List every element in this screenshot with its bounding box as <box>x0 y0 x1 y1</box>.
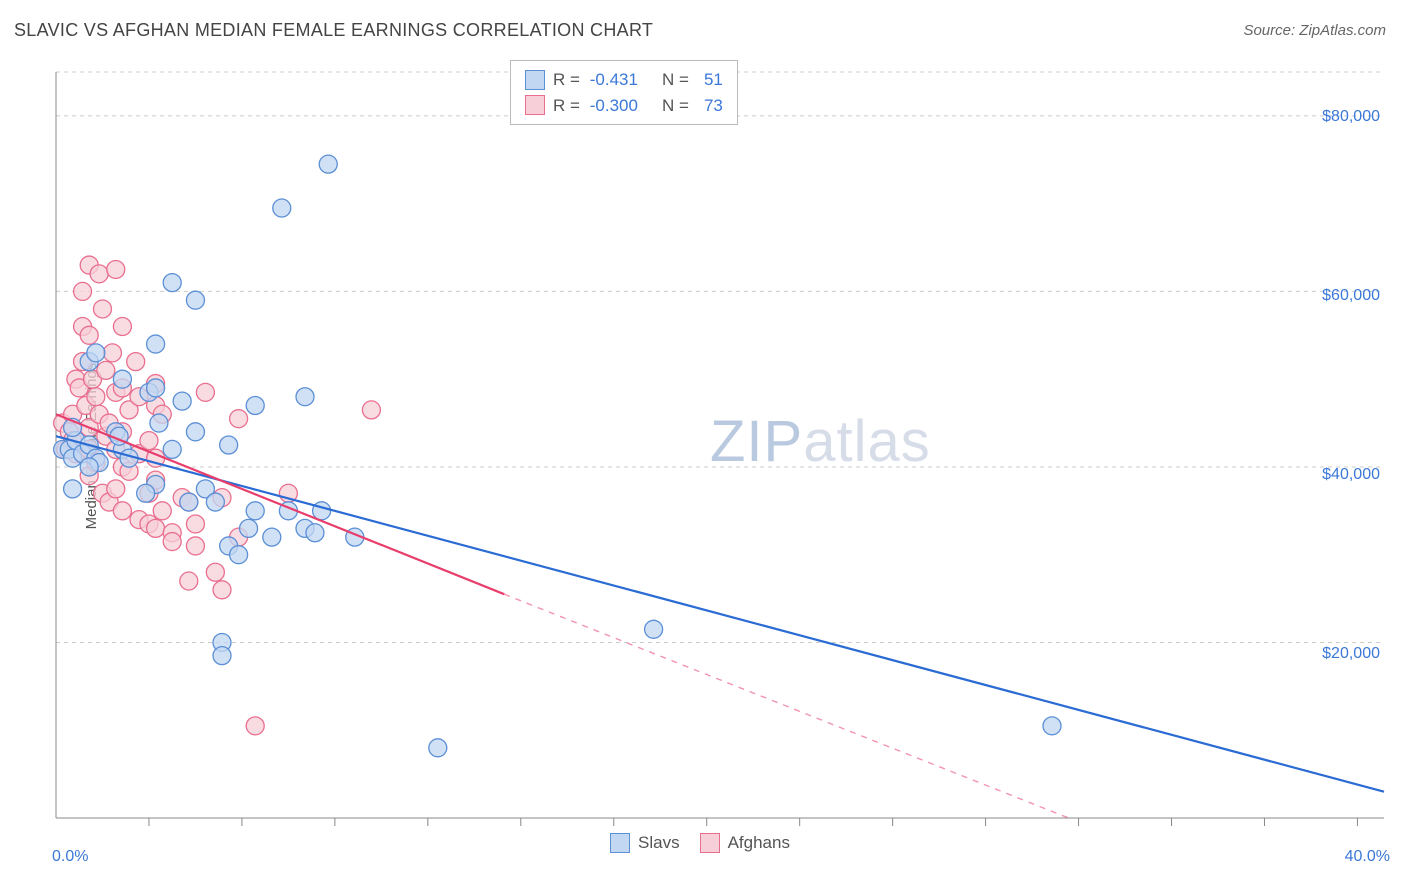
stats-n-label: N = <box>662 93 689 119</box>
y-tick-80000: $80,000 <box>1322 108 1380 126</box>
bottom-legend: Slavs Afghans <box>610 833 790 853</box>
stats-row-slavs: R = -0.431 N = 51 <box>525 67 723 93</box>
source-attribution: Source: ZipAtlas.com <box>1243 22 1386 39</box>
stats-n-value: 51 <box>697 67 723 93</box>
stats-n-value: 73 <box>697 93 723 119</box>
stats-r-value: -0.431 <box>588 67 638 93</box>
legend-item-slavs: Slavs <box>610 833 680 853</box>
stats-r-label: R = <box>553 67 580 93</box>
stats-r-label: R = <box>553 93 580 119</box>
legend-item-afghans: Afghans <box>700 833 790 853</box>
stats-r-value: -0.300 <box>588 93 638 119</box>
legend-label: Afghans <box>728 833 790 853</box>
stats-swatch-afghans <box>525 95 545 115</box>
y-tick-40000: $40,000 <box>1322 466 1380 484</box>
chart-title: SLAVIC VS AFGHAN MEDIAN FEMALE EARNINGS … <box>14 20 653 41</box>
stats-swatch-slavs <box>525 70 545 90</box>
stats-n-label: N = <box>662 67 689 93</box>
legend-swatch-afghans <box>700 833 720 853</box>
stats-row-afghans: R = -0.300 N = 73 <box>525 93 723 119</box>
y-tick-20000: $20,000 <box>1322 645 1380 663</box>
x-max-label: 40.0% <box>1345 848 1390 866</box>
chart-container: SLAVIC VS AFGHAN MEDIAN FEMALE EARNINGS … <box>0 0 1406 892</box>
chart-svg <box>50 58 1390 838</box>
y-tick-60000: $60,000 <box>1322 287 1380 305</box>
legend-label: Slavs <box>638 833 680 853</box>
legend-swatch-slavs <box>610 833 630 853</box>
plot-area: ZIPatlas R = -0.431 N = 51 R = -0.300 N … <box>50 58 1390 838</box>
x-min-label: 0.0% <box>52 848 88 866</box>
stats-box: R = -0.431 N = 51 R = -0.300 N = 73 <box>510 60 738 125</box>
